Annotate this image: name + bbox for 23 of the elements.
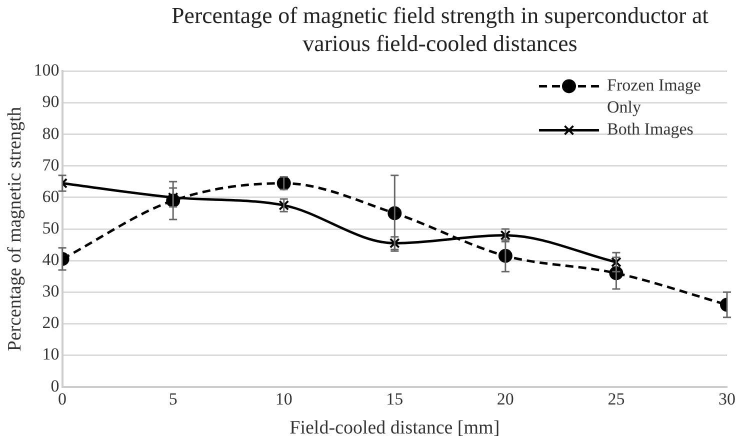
chart-title: Percentage of magnetic field strength in superconductor at various field-cooled distances <box>170 2 710 58</box>
x-axis-title: Field-cooled distance [mm] <box>290 418 500 439</box>
x-tick-label: 15 <box>386 389 404 408</box>
point <box>276 176 291 190</box>
x-tick-label: 10 <box>275 389 292 408</box>
legend-label: Both Images <box>607 120 694 139</box>
x-tick-label: 30 <box>718 389 736 408</box>
y-tick-label: 60 <box>42 186 60 206</box>
y-tick-label: 80 <box>42 124 60 143</box>
y-tick-label: 50 <box>42 218 60 238</box>
legend-label: Frozen Image Only <box>607 76 701 117</box>
y-tick-label: 0 <box>50 376 60 396</box>
y-tick-label: 90 <box>42 92 60 112</box>
y-tick-label: 40 <box>42 250 60 270</box>
y-tick-label: 100 <box>34 60 60 80</box>
y-tick-label: 30 <box>42 282 60 301</box>
x-tick-label: 25 <box>608 389 625 408</box>
x-tick-label: 20 <box>496 389 514 408</box>
y-tick-label: 20 <box>42 313 60 332</box>
x-tick-label: 5 <box>168 389 178 408</box>
y-tick-label: 70 <box>42 155 60 174</box>
y-axis-title: Percentage of magnetic strength <box>4 106 26 352</box>
y-tick-label: 10 <box>42 344 60 364</box>
